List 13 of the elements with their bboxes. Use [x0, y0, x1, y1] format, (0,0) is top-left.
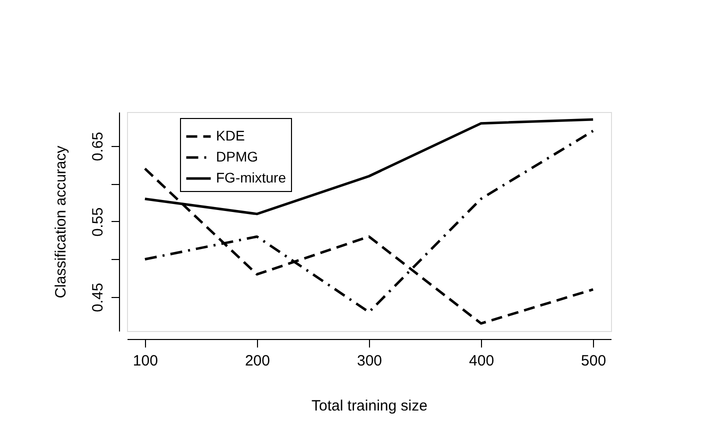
- legend-label: KDE: [216, 128, 245, 144]
- x-axis-title: Total training size: [312, 398, 428, 414]
- y-tick-label: 0.65: [90, 132, 106, 162]
- legend-label: FG-mixture: [216, 170, 286, 186]
- legend-label: DPMG: [216, 148, 258, 164]
- x-tick-label: 100: [132, 352, 158, 370]
- y-tick-label: 0.55: [90, 207, 106, 237]
- y-axis-title: Classification accuracy: [52, 145, 70, 298]
- x-tick-label: 300: [356, 352, 382, 370]
- x-tick-label: 200: [244, 352, 270, 370]
- x-tick-label: 500: [581, 352, 606, 370]
- y-tick-label: 0.45: [90, 282, 106, 312]
- x-tick-label: 400: [469, 352, 494, 370]
